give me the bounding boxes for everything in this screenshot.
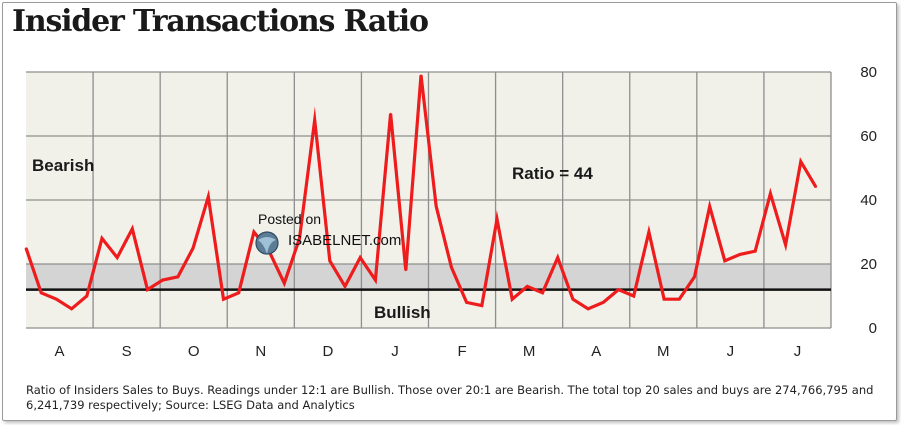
x-tick-label: N [255, 343, 266, 360]
data-point [344, 285, 346, 288]
watermark-isabelnet: ISABELNET.com [288, 232, 402, 249]
data-point [313, 119, 316, 121]
data-point [329, 260, 331, 262]
data-point [526, 285, 529, 288]
y-tick-label: 40 [860, 192, 877, 209]
x-tick-label: D [322, 343, 333, 360]
data-point [70, 308, 73, 310]
data-point [298, 237, 301, 240]
data-point [207, 196, 210, 198]
data-point [800, 160, 802, 163]
data-point [739, 253, 741, 256]
data-point [617, 288, 620, 291]
data-point [496, 218, 498, 220]
data-point [556, 256, 559, 259]
data-point [283, 282, 286, 285]
bullish-label: Bullish [374, 303, 431, 322]
data-point [55, 298, 58, 301]
x-tick-label: A [591, 343, 601, 360]
x-tick-label: A [55, 343, 65, 360]
data-point [693, 276, 696, 278]
data-point [116, 256, 118, 259]
data-point [754, 250, 757, 252]
data-point [374, 279, 377, 281]
data-point [450, 266, 453, 269]
x-tick-label: J [391, 343, 399, 360]
data-point [237, 292, 240, 294]
data-point [465, 301, 468, 304]
data-point [405, 269, 407, 272]
data-point [359, 256, 362, 259]
data-point [648, 231, 650, 233]
data-point [85, 295, 88, 297]
data-point [40, 292, 42, 294]
data-point [25, 247, 27, 249]
data-point [541, 292, 544, 294]
data-point [632, 295, 635, 297]
isabelnet-globe-icon [255, 231, 279, 255]
x-tick-label: J [727, 343, 735, 360]
data-point [192, 247, 194, 249]
bearish-label: Bearish [32, 156, 94, 175]
y-tick-label: 60 [860, 128, 877, 145]
data-point [587, 308, 589, 310]
data-point [420, 74, 422, 76]
watermark-posted-on: Posted on [258, 211, 322, 227]
data-point [222, 298, 225, 301]
ratio-label: Ratio = 44 [512, 164, 593, 183]
data-point [161, 279, 164, 281]
y-tick-label: 20 [860, 256, 877, 273]
x-tick-label: J [794, 343, 802, 360]
data-point [131, 228, 134, 230]
data-point [769, 192, 772, 195]
data-point [572, 298, 574, 301]
data-point [708, 205, 711, 208]
data-point [678, 298, 681, 301]
data-point [389, 112, 392, 115]
x-tick-label: M [523, 343, 536, 360]
data-point [602, 301, 605, 304]
y-tick-label: 80 [860, 64, 877, 81]
x-tick-label: F [457, 343, 466, 360]
data-point [663, 298, 665, 301]
data-point [435, 205, 437, 208]
y-tick-label: 0 [869, 320, 877, 337]
x-tick-label: M [657, 343, 670, 360]
data-point [784, 244, 787, 246]
x-tick-label: S [122, 343, 132, 360]
data-point [815, 186, 817, 188]
data-point [724, 260, 726, 262]
data-point [177, 276, 179, 278]
data-point [511, 298, 513, 301]
data-point [101, 237, 103, 240]
chart-title: Insider Transactions Ratio [12, 4, 429, 39]
data-point [253, 231, 255, 233]
footnote: Ratio of Insiders Sales to Buys. Reading… [26, 383, 874, 412]
data-point [480, 304, 483, 307]
data-point [146, 288, 149, 291]
x-tick-label: O [188, 343, 200, 360]
